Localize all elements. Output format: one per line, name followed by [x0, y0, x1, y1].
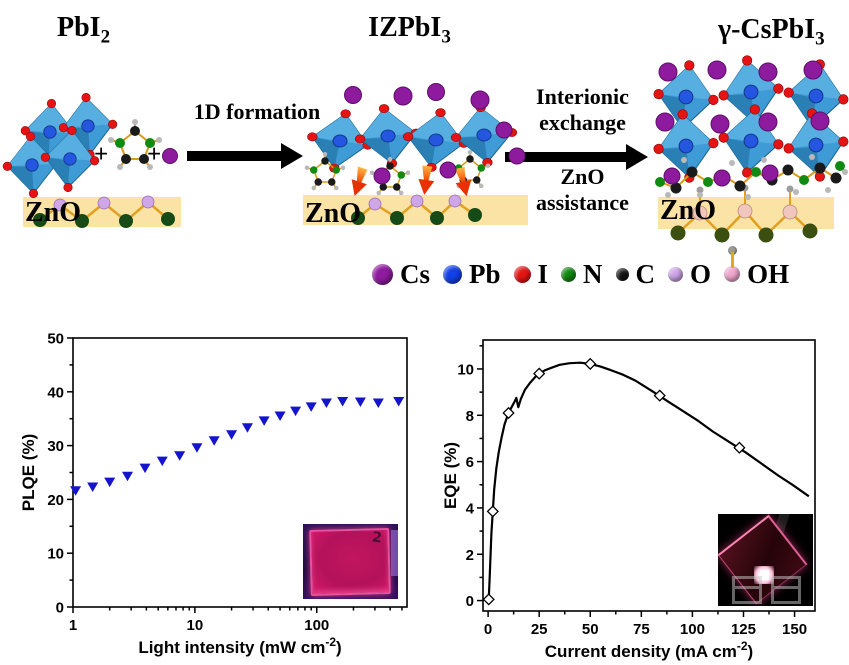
- cs-atom-icon: [372, 263, 393, 285]
- svg-text:4: 4: [466, 500, 475, 517]
- legend-item-cs: Cs: [372, 259, 430, 290]
- watermark: [732, 576, 801, 604]
- svg-text:10: 10: [47, 546, 64, 563]
- legend-item-pb: Pb: [443, 259, 501, 290]
- svg-text:10: 10: [457, 361, 474, 378]
- svg-text:2: 2: [466, 547, 474, 564]
- svg-text:125: 125: [731, 621, 756, 638]
- svg-text:6: 6: [466, 454, 474, 471]
- legend-item-i: I: [513, 258, 549, 290]
- n-atom-icon: [561, 266, 577, 282]
- legend-item-c: C: [615, 258, 656, 290]
- legend-label: N: [583, 258, 603, 289]
- svg-text:0: 0: [466, 593, 474, 610]
- svg-text:Current density (mA cm-2): Current density (mA cm-2): [545, 639, 753, 661]
- svg-text:1: 1: [69, 617, 77, 634]
- cspbi3-structure: [649, 51, 849, 200]
- plus-sign: +: [94, 141, 109, 168]
- svg-text:100: 100: [304, 617, 329, 634]
- zno-label-middle: ZnO: [305, 198, 362, 229]
- reaction-arrow-2: [505, 144, 648, 170]
- stage-title-izpbi3: IZPbI3: [368, 12, 451, 48]
- legend-label: Pb: [469, 258, 501, 289]
- legend-item-o: O: [668, 259, 711, 290]
- cs-ion: [162, 148, 178, 164]
- zno-label-right: ZnO: [660, 195, 717, 226]
- svg-text:PLQE (%): PLQE (%): [19, 434, 38, 511]
- zno-band-right: [658, 184, 834, 243]
- plqe-device-photo: 2: [303, 524, 398, 599]
- legend-label: I: [537, 258, 549, 289]
- legend-item-n: N: [561, 259, 603, 290]
- atom-legend: Cs Pb I N C O OH: [372, 246, 844, 296]
- svg-text:0: 0: [56, 600, 64, 617]
- svg-text:30: 30: [47, 438, 64, 455]
- svg-text:50: 50: [47, 331, 64, 348]
- izpbi3-structure: [300, 83, 526, 199]
- c-atom-icon: [615, 267, 629, 281]
- svg-text:10: 10: [187, 617, 204, 634]
- svg-text:8: 8: [466, 408, 474, 425]
- legend-label: Cs: [400, 258, 431, 289]
- reaction-scheme-graphic: [0, 51, 849, 243]
- pb-atom-icon: [443, 264, 463, 284]
- o-atom-icon: [668, 266, 684, 282]
- eqe-chart: 0 25 50 75 100 125 150 0 2 4 6 8 10 Current density (…: [441, 339, 816, 661]
- svg-text:75: 75: [633, 621, 650, 638]
- legend-label: C: [635, 258, 656, 289]
- arrow2-label: Interionic exchange: [536, 84, 629, 135]
- svg-text:0: 0: [484, 621, 492, 638]
- photo-background: [391, 530, 398, 576]
- legend-label: O: [690, 258, 712, 289]
- emission-core: [760, 570, 769, 580]
- legend-label: OH: [747, 258, 790, 289]
- legend-item-oh: OH: [724, 246, 790, 290]
- reaction-arrow-1: [187, 143, 303, 169]
- svg-text:25: 25: [531, 621, 548, 638]
- zno-band-left: [23, 195, 181, 228]
- zno-band-middle: [303, 194, 528, 225]
- stage-title-cspbi3: γ-CsPbI3: [718, 14, 825, 50]
- svg-text:20: 20: [47, 492, 64, 509]
- svg-text:40: 40: [47, 384, 64, 401]
- plus-sign: +: [147, 141, 162, 168]
- svg-text:150: 150: [782, 621, 807, 638]
- stage-title-pbi2: PbI2: [57, 12, 111, 48]
- oh-group-icon: [724, 246, 741, 282]
- svg-text:EQE (%): EQE (%): [441, 442, 460, 509]
- plqe-chart: 1 10 100 0 10 20 30 40 50 Light intensity (mW cm-…: [19, 331, 408, 657]
- svg-text:100: 100: [680, 621, 705, 638]
- eqe-device-photo: [718, 514, 813, 606]
- svg-text:Light intensity (mW cm-2): Light intensity (mW cm-2): [138, 635, 341, 657]
- zno-label-left: ZnO: [25, 197, 82, 228]
- i-atom-icon: [513, 265, 531, 283]
- arrow2-sublabel: ZnO assistance: [536, 164, 629, 215]
- arrow1-label: 1D formation: [193, 99, 321, 124]
- svg-text:50: 50: [582, 621, 599, 638]
